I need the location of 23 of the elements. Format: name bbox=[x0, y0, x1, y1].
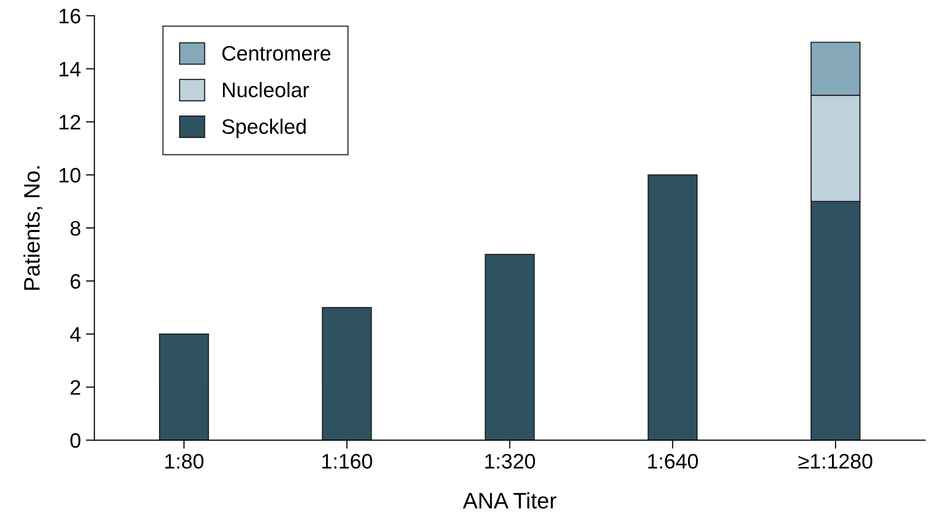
legend-label: Centromere bbox=[222, 46, 330, 61]
y-axis-title: Patients, No. bbox=[23, 166, 42, 290]
y-tick-label: 14 bbox=[60, 62, 81, 76]
y-tick-label: 2 bbox=[70, 380, 80, 395]
x-axis-title: ANA Titer bbox=[462, 492, 556, 509]
y-tick-label: 4 bbox=[70, 327, 81, 342]
bar bbox=[484, 254, 535, 440]
y-tick-label: 12 bbox=[60, 114, 80, 130]
legend-label: Speckled bbox=[222, 118, 306, 138]
y-tick-label: 6 bbox=[70, 274, 80, 289]
legend-label: Nucleolar bbox=[223, 82, 309, 98]
x-tick-label: 1:320 bbox=[485, 454, 536, 469]
y-tick-label: 0 bbox=[70, 433, 80, 448]
x-tick-label: 1:160 bbox=[322, 454, 372, 469]
y-tick-label: 10 bbox=[60, 168, 80, 183]
bar bbox=[322, 306, 372, 440]
y-tick-label: 8 bbox=[70, 220, 80, 236]
x-tick-label: ≥1:1280 bbox=[798, 454, 872, 469]
x-tick-label: 1:80 bbox=[165, 454, 204, 469]
bar bbox=[159, 333, 209, 440]
y-tick-label: 16 bbox=[60, 8, 80, 24]
x-tick-label: 1:640 bbox=[648, 454, 698, 469]
bar bbox=[648, 174, 698, 440]
